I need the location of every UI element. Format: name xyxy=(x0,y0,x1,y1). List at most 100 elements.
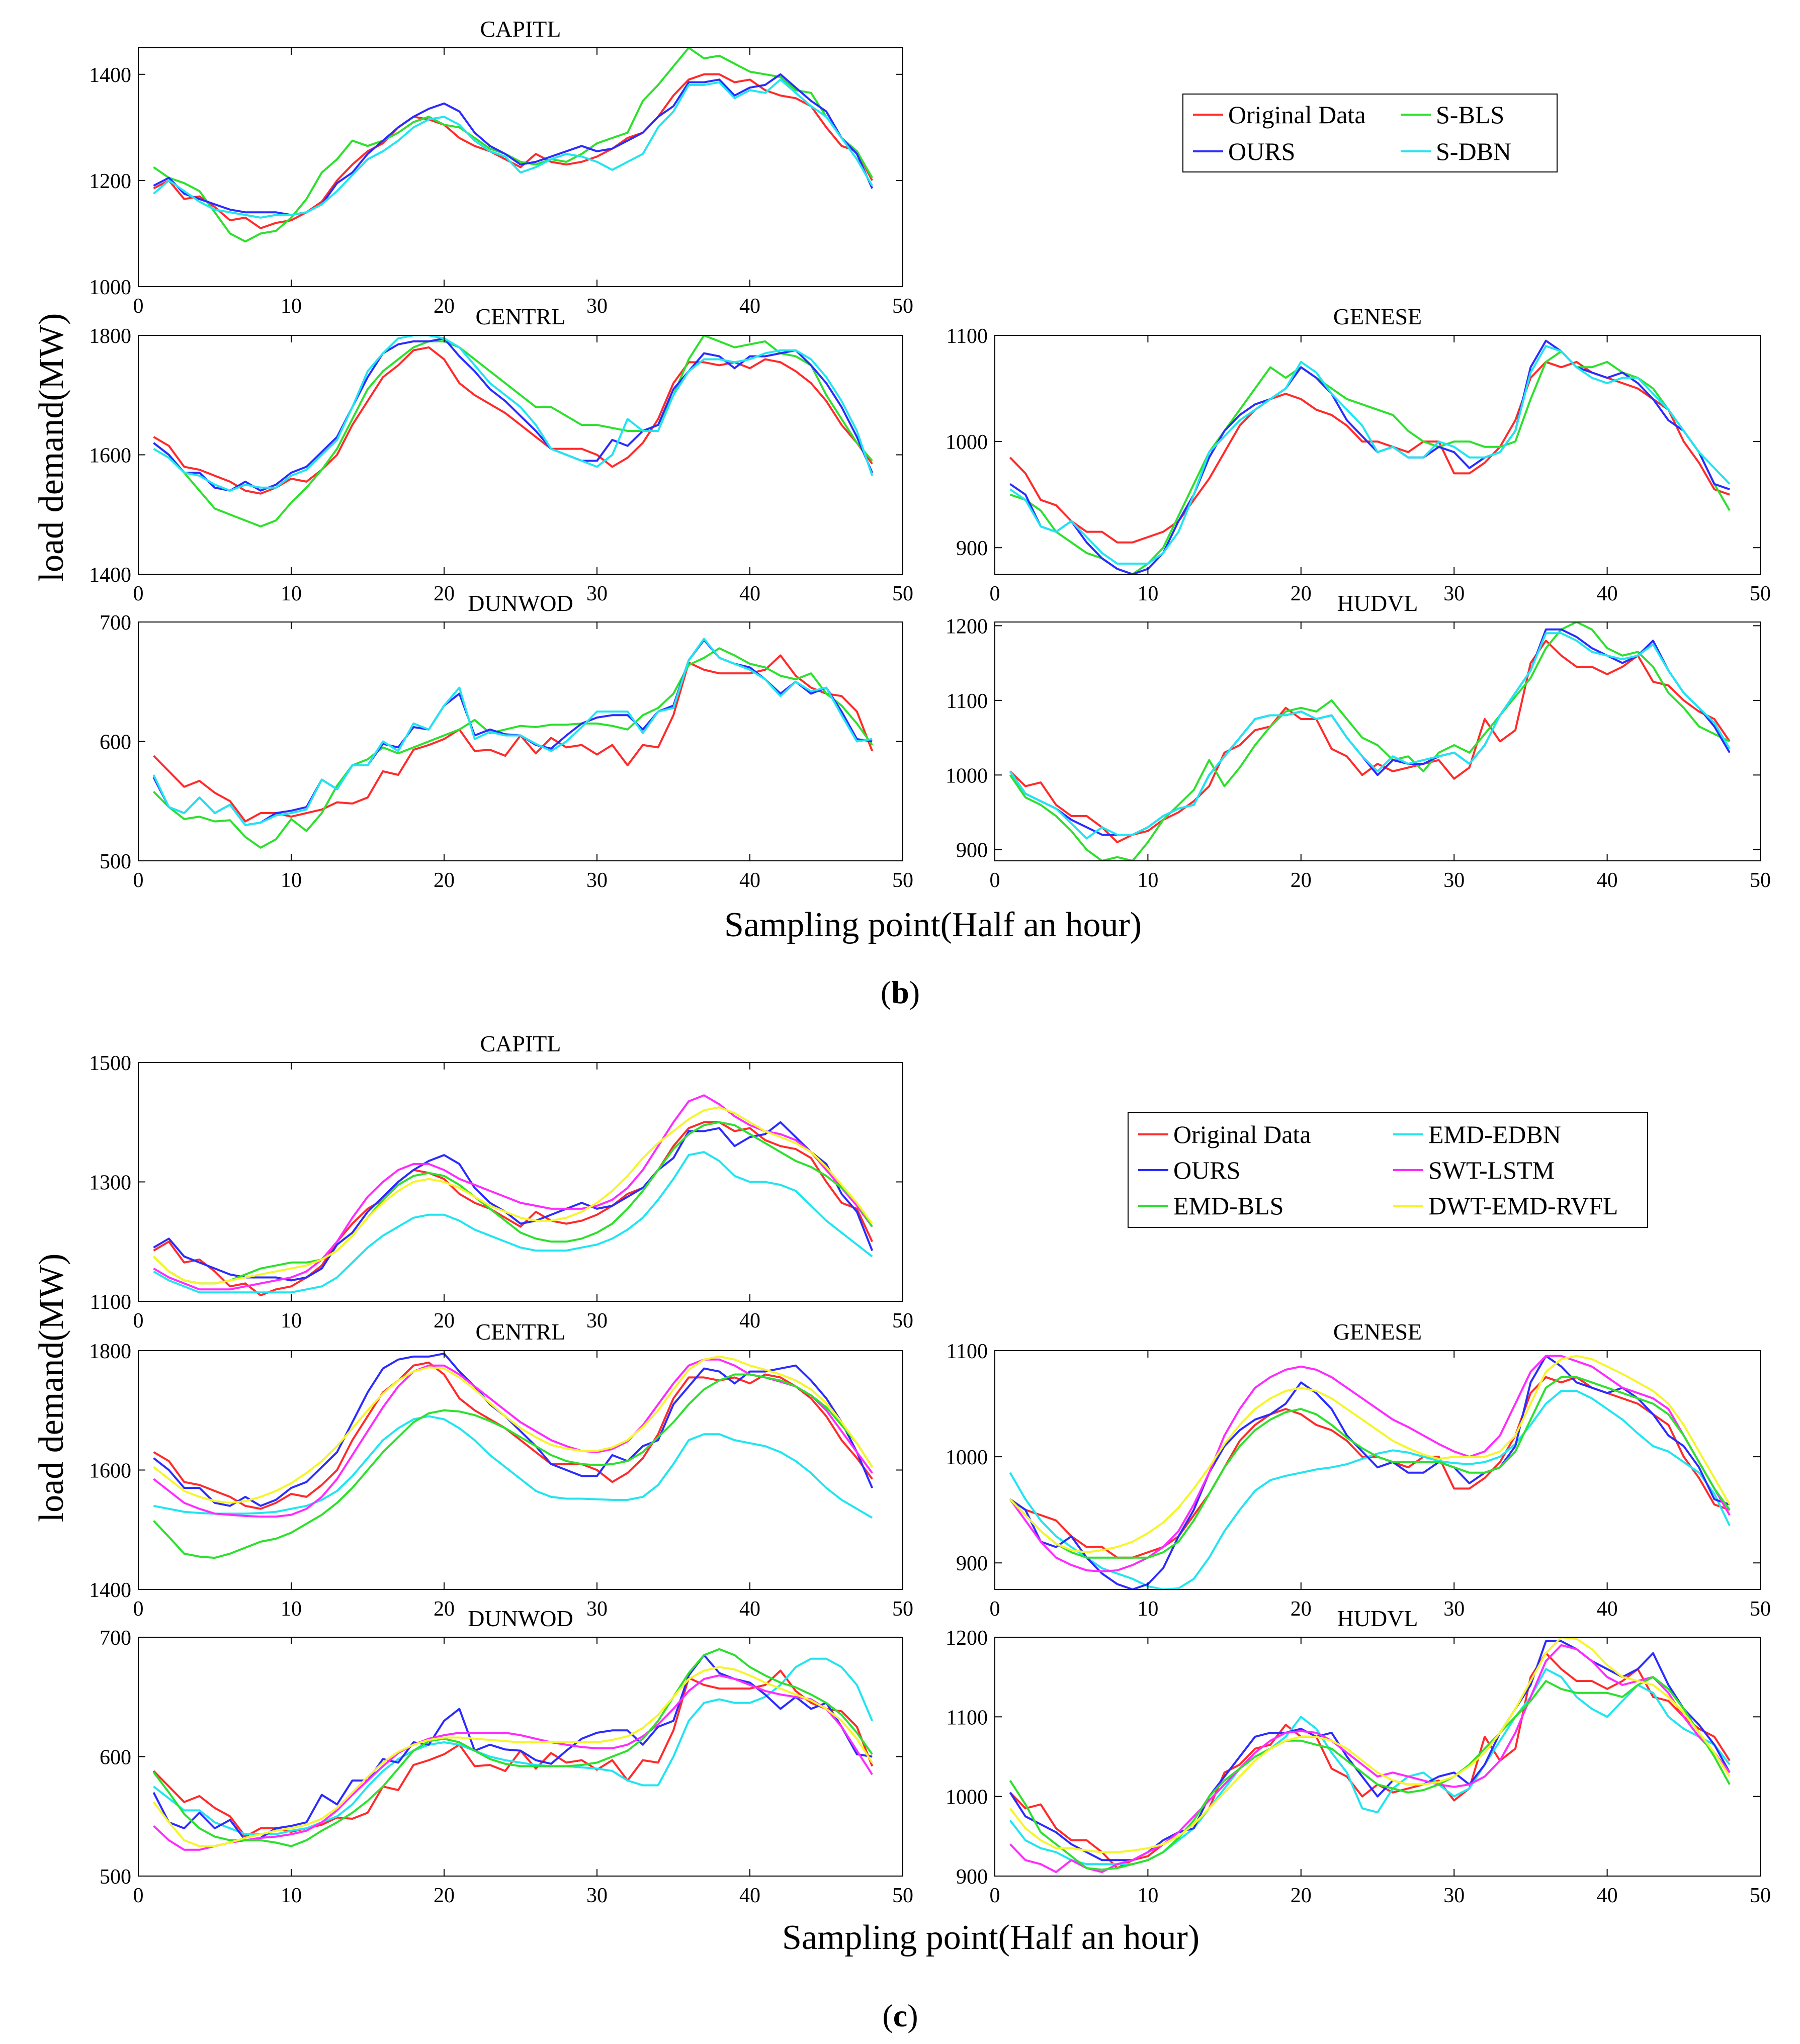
plot-background xyxy=(138,1351,903,1589)
y-tick-label: 1000 xyxy=(946,431,988,454)
x-axis-label: Sampling point(Half an hour) xyxy=(724,906,1142,944)
panel-title: CENTRL xyxy=(476,1319,566,1345)
panel-genese: 0 10 20 30 40 50 900 1000 1100 GENESE xyxy=(946,1319,1771,1621)
y-tick-label: 900 xyxy=(956,839,988,862)
y-tick-label: 1100 xyxy=(947,1340,988,1363)
x-tick-label: 10 xyxy=(281,869,302,892)
y-tick-label: 1100 xyxy=(947,1706,988,1729)
series-line-dwt-emd-rvfl xyxy=(152,1666,873,1847)
y-tick-label: 1000 xyxy=(946,764,988,787)
x-tick-label: 30 xyxy=(586,1597,608,1621)
x-tick-label: 40 xyxy=(739,582,760,605)
panel-capitl: 0 10 20 30 40 50 1000 1200 1400 CAPITL xyxy=(89,16,913,318)
y-tick-label: 1800 xyxy=(89,1340,131,1363)
series-line-ours xyxy=(1009,1355,1730,1589)
x-axis-label: Sampling point(Half an hour) xyxy=(782,1918,1199,1957)
y-tick-label: 1100 xyxy=(947,325,988,348)
legend: Original Data EMD-EDBN OURS SWT-LSTM EMD… xyxy=(1128,1112,1648,1228)
plot-background xyxy=(995,335,1760,574)
x-tick-label: 50 xyxy=(1750,869,1771,892)
y-tick-label: 1400 xyxy=(89,64,131,87)
x-tick-label: 30 xyxy=(1443,1597,1465,1621)
series-line-dwt-emd-rvfl xyxy=(1009,1637,1731,1853)
panel-title: CAPITL xyxy=(480,16,561,42)
legend-entry: Original Data xyxy=(1173,1120,1311,1148)
series-line-emd-edbn xyxy=(153,1151,873,1294)
y-tick-label: 1600 xyxy=(89,1460,131,1483)
x-tick-label: 20 xyxy=(1291,582,1312,605)
y-tick-label: 900 xyxy=(956,1552,988,1575)
y-axis-label: load demand(MW) xyxy=(32,313,71,582)
x-tick-label: 20 xyxy=(1291,1597,1312,1621)
series-group xyxy=(153,335,874,527)
series-line-dwt-emd-rvfl xyxy=(1009,1355,1731,1554)
series-line-s-dbn xyxy=(152,638,873,826)
panel-title: HUDVL xyxy=(1337,1606,1418,1631)
series-line-s-bls xyxy=(153,48,873,243)
series-line-swt-lstm xyxy=(153,1674,873,1851)
x-tick-label: 50 xyxy=(892,582,913,605)
y-tick-label: 1400 xyxy=(89,1579,131,1602)
x-tick-label: 0 xyxy=(990,869,1000,892)
plot-background xyxy=(995,622,1760,861)
y-tick-label: 500 xyxy=(100,850,131,873)
x-tick-label: 0 xyxy=(990,1597,1000,1621)
x-tick-label: 50 xyxy=(892,869,913,892)
series-line-original-data xyxy=(153,1361,873,1510)
y-tick-label: 1800 xyxy=(89,325,131,348)
legend-entry: Original Data xyxy=(1228,101,1366,129)
x-tick-label: 20 xyxy=(434,1884,455,1907)
series-group xyxy=(1009,1355,1731,1589)
x-tick-label: 20 xyxy=(434,1597,455,1621)
plot-background xyxy=(138,1062,903,1301)
series-line-emd-bls xyxy=(1009,1676,1731,1871)
x-tick-label: 0 xyxy=(133,1309,144,1332)
axes-box xyxy=(994,335,1761,575)
legend-entry: OURS xyxy=(1228,137,1295,165)
x-tick-label: 10 xyxy=(281,582,302,605)
x-tick-label: 50 xyxy=(892,1597,913,1621)
y-tick-label: 700 xyxy=(100,611,131,635)
panel-centrl: 0 10 20 30 40 50 1400 1600 1800 CENTRL xyxy=(89,1319,913,1621)
x-tick-label: 10 xyxy=(281,1884,302,1907)
y-tick-label: 700 xyxy=(100,1627,131,1650)
y-tick-label: 600 xyxy=(100,1746,131,1769)
legend-entry: SWT-LSTM xyxy=(1428,1156,1555,1184)
y-tick-label: 1000 xyxy=(946,1446,988,1469)
panel-hudvl: 0 10 20 30 40 50 900 1000 1100 1200 HUDVL xyxy=(946,1606,1771,1907)
x-tick-label: 20 xyxy=(434,582,455,605)
series-line-s-dbn xyxy=(153,335,874,492)
panel-dunwod: 0 10 20 30 40 50 500 600 700 DUNWOD xyxy=(100,1606,913,1907)
legend-entry: EMD-BLS xyxy=(1173,1192,1283,1220)
x-tick-label: 0 xyxy=(990,1884,1000,1907)
figure-b: load demand(MW) Sampling point(Half an h… xyxy=(32,313,1142,1010)
panel-dunwod: 0 10 20 30 40 50 500 600 700 DUNWOD xyxy=(100,590,913,892)
panel-label: (c) xyxy=(882,1998,918,2033)
series-group xyxy=(152,638,874,849)
x-tick-label: 10 xyxy=(1137,1597,1158,1621)
series-line-emd-edbn xyxy=(153,1657,874,1835)
y-tick-label: 1400 xyxy=(89,564,131,587)
x-tick-label: 30 xyxy=(586,582,608,605)
legend-entry: OURS xyxy=(1173,1156,1240,1184)
legend-entry: S-BLS xyxy=(1436,101,1504,129)
series-line-swt-lstm xyxy=(1009,1644,1731,1874)
y-tick-label: 1600 xyxy=(89,445,131,468)
x-tick-label: 50 xyxy=(892,1309,913,1332)
panel-hudvl: 0 10 20 30 40 50 900 1000 1100 1200 HUDVL xyxy=(946,590,1771,892)
series-line-ours xyxy=(153,337,874,492)
x-tick-label: 20 xyxy=(434,869,455,892)
series-line-emd-bls xyxy=(152,1373,873,1559)
series-group xyxy=(1009,339,1731,574)
legend-entry: DWT-EMD-RVFL xyxy=(1428,1192,1618,1220)
x-tick-label: 40 xyxy=(1597,1597,1618,1621)
series-line-dwt-emd-rvfl xyxy=(153,1355,873,1504)
plot-background xyxy=(995,1637,1760,1876)
x-tick-label: 50 xyxy=(1750,1884,1771,1907)
plot-background xyxy=(138,335,903,574)
x-tick-label: 30 xyxy=(586,869,608,892)
legend-entry: S-DBN xyxy=(1436,137,1511,165)
x-tick-label: 30 xyxy=(586,1884,608,1907)
x-tick-label: 0 xyxy=(133,582,144,605)
x-tick-label: 20 xyxy=(434,295,455,318)
